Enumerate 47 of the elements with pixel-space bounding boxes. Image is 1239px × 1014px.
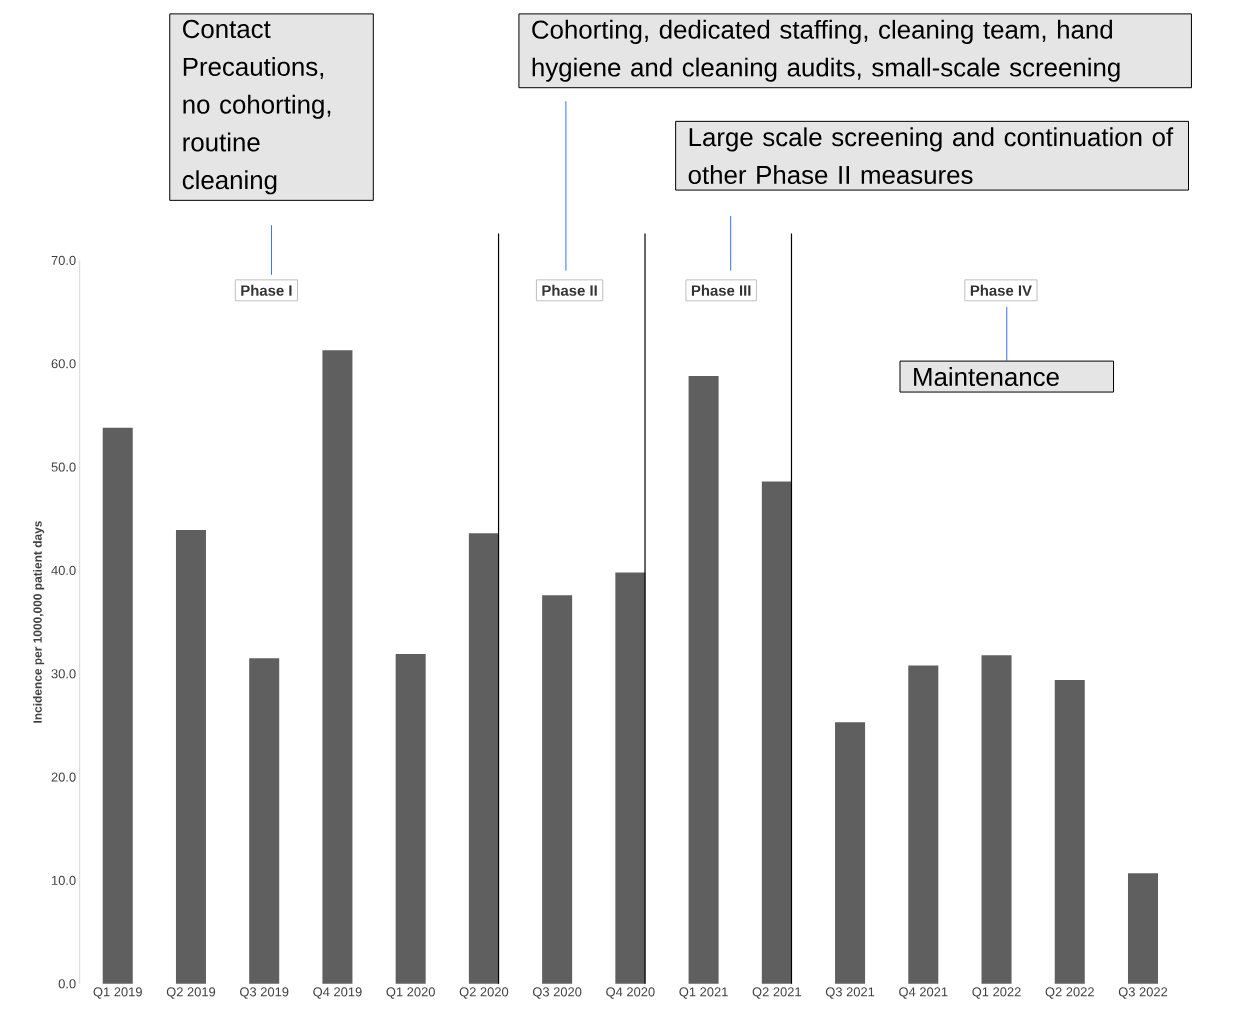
annotation: Phase III (691, 284, 751, 296)
annotation: Phase I (241, 284, 292, 296)
x-tick-label: Q1 2020 (386, 987, 435, 999)
y-tick-label: 50.0 (51, 462, 76, 472)
bar (468, 533, 499, 984)
y-tick-label: 60.0 (51, 359, 76, 369)
bar (835, 722, 866, 984)
x-tick-label: Q4 2020 (606, 987, 655, 999)
text: Cohorting, dedicated staffing, cleaning team, hand hygiene and cleaning audits, small-scale screening (532, 19, 1120, 82)
y-tick-label: 0.0 (58, 979, 76, 989)
x-tick-label: Q2 2019 (166, 987, 216, 999)
x-tick-label: Q1 2021 (679, 987, 728, 999)
bar (761, 481, 792, 984)
bar (688, 376, 719, 984)
bar (102, 427, 133, 984)
bar (249, 658, 280, 984)
bar (542, 595, 573, 984)
bar (395, 654, 426, 984)
y-tick-label: 30.0 (51, 669, 76, 679)
y-axis-title: Incidence per 1000,000 patient days (33, 521, 45, 723)
y-tick-label: 70.0 (51, 255, 76, 266)
bar (1054, 680, 1085, 984)
annotation: Maintenance (914, 367, 1059, 387)
annotation: Phase II (542, 284, 597, 296)
bar (908, 665, 939, 984)
x-tick-label: Q1 2022 (972, 987, 1021, 999)
annotation: Phase IV (970, 284, 1032, 296)
bar (322, 350, 353, 984)
x-tick-label: Q2 2022 (1045, 987, 1094, 999)
x-tick-label: Q3 2022 (1118, 987, 1168, 999)
x-tick-label: Q4 2021 (899, 987, 948, 999)
bar (175, 530, 206, 984)
text: Contact Precautions, no cohorting, routine cleaning (182, 19, 331, 195)
text: Large scale screening and continuation of other Phase II measures (688, 127, 1174, 185)
x-tick-label: Q3 2021 (825, 987, 875, 999)
y-tick-label: 10.0 (51, 875, 76, 886)
x-tick-label: Q1 2019 (93, 987, 142, 999)
x-tick-label: Q3 2020 (532, 987, 582, 999)
bar (1127, 873, 1158, 984)
x-tick-label: Q2 2020 (459, 987, 509, 999)
x-tick-label: Q3 2019 (240, 987, 289, 999)
x-tick-label: Q4 2019 (313, 987, 362, 999)
bar (981, 655, 1012, 984)
x-tick-label: Q2 2021 (752, 987, 801, 999)
bar (615, 572, 646, 984)
y-tick-label: 20.0 (51, 772, 76, 782)
y-tick-label: 40.0 (51, 565, 76, 576)
